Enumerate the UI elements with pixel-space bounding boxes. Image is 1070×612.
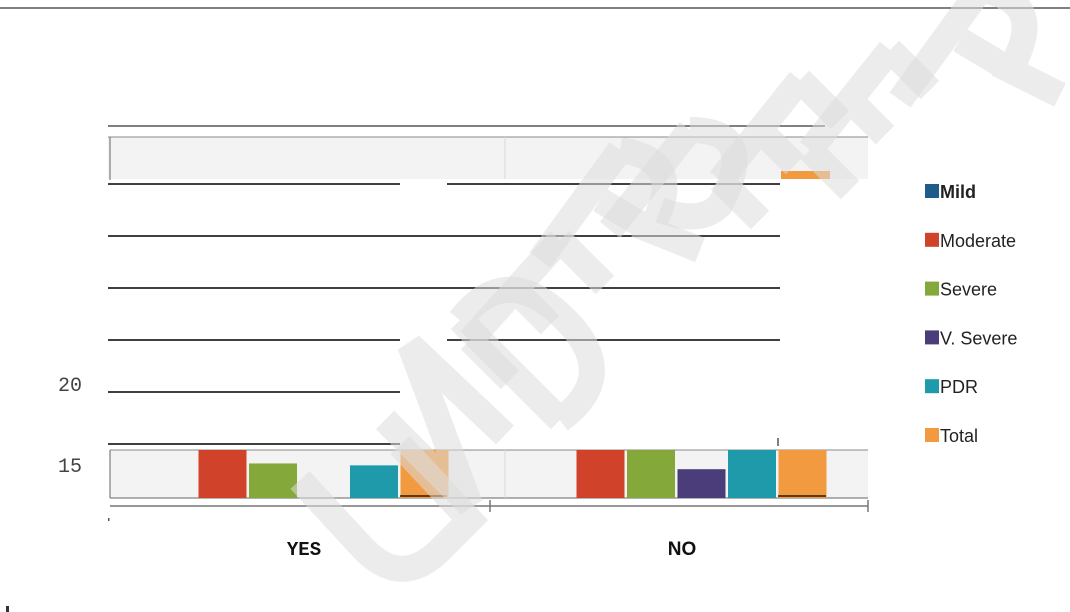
legend-label-v-severe: V. Severe (940, 328, 1017, 348)
bar-no-v-severe (677, 469, 726, 498)
upper-total-bar-fragment (781, 171, 830, 179)
legend-label-moderate: Moderate (940, 231, 1016, 251)
x-axis (108, 500, 869, 521)
bars (198, 450, 827, 498)
legend-label-total: Total (940, 426, 978, 446)
watermark (290, 0, 1066, 582)
legend-swatch-total (925, 428, 939, 442)
bar-yes-severe (249, 463, 297, 498)
legend-swatch-v-severe (925, 330, 939, 345)
x-category-label-no: NO (668, 539, 697, 560)
bar-no-total (778, 450, 827, 498)
x-category-label-yes: YES (287, 539, 321, 561)
legend: Mild Moderate Severe V. Severe PDR Total (925, 182, 1017, 446)
y-tick-label-15: 15 (58, 456, 82, 479)
corner-mark (6, 606, 9, 612)
bar-no-moderate (576, 450, 625, 498)
y-tick-label-20: 20 (58, 375, 82, 398)
legend-label-pdr: PDR (940, 377, 978, 397)
bar-yes-pdr (350, 465, 398, 498)
bar-yes-moderate (198, 450, 247, 498)
legend-label-mild: Mild (940, 182, 976, 202)
legend-label-severe: Severe (940, 280, 997, 300)
lower-plot (109, 438, 868, 499)
bar-no-pdr (728, 450, 776, 498)
legend-swatch-pdr (925, 379, 939, 394)
bar-no-severe (627, 450, 675, 498)
legend-swatch-severe (925, 281, 939, 296)
legend-swatch-moderate (925, 232, 939, 247)
legend-swatch-mild (925, 184, 939, 198)
